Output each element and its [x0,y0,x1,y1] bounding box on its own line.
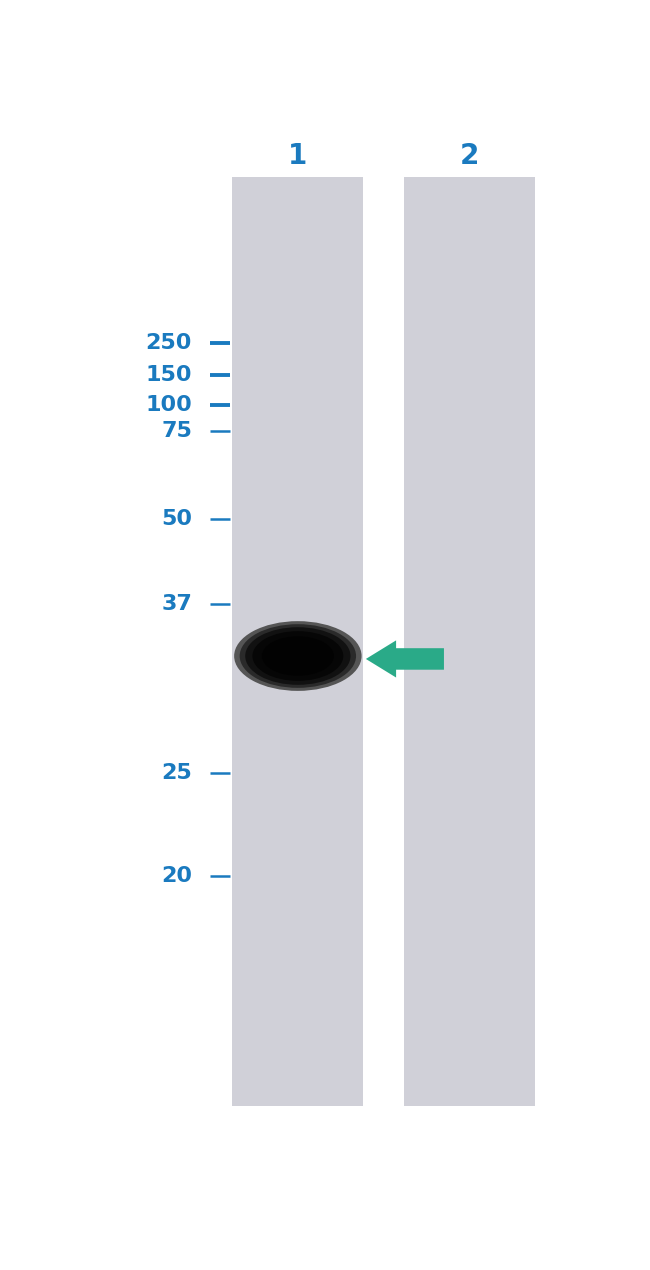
Text: 50: 50 [161,509,192,530]
Text: 20: 20 [161,866,192,886]
Ellipse shape [234,621,361,691]
Text: 2: 2 [460,142,479,170]
Bar [233,177,363,1106]
Text: 37: 37 [161,594,192,615]
Text: 100: 100 [146,395,192,415]
Ellipse shape [252,631,343,681]
Bar [404,177,534,1106]
Text: 1: 1 [288,142,307,170]
Ellipse shape [245,627,350,685]
Text: 75: 75 [161,422,192,441]
FancyArrow shape [366,640,444,677]
Text: 25: 25 [161,763,192,784]
Text: 250: 250 [146,333,192,353]
Ellipse shape [262,636,334,676]
Text: 150: 150 [146,366,192,385]
Ellipse shape [240,624,356,688]
